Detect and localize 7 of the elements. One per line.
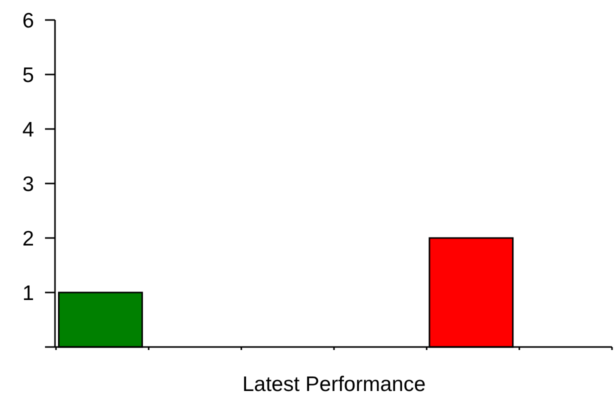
y-tick-label: 3	[22, 173, 34, 196]
y-tick-label: 2	[22, 228, 34, 251]
y-tick-label: 1	[22, 282, 34, 306]
y-tick-label: 5	[22, 64, 34, 88]
x-axis-title: Latest Performance	[242, 373, 426, 396]
y-tick-label: 4	[22, 118, 34, 142]
y-tick-label: 6	[22, 10, 34, 33]
